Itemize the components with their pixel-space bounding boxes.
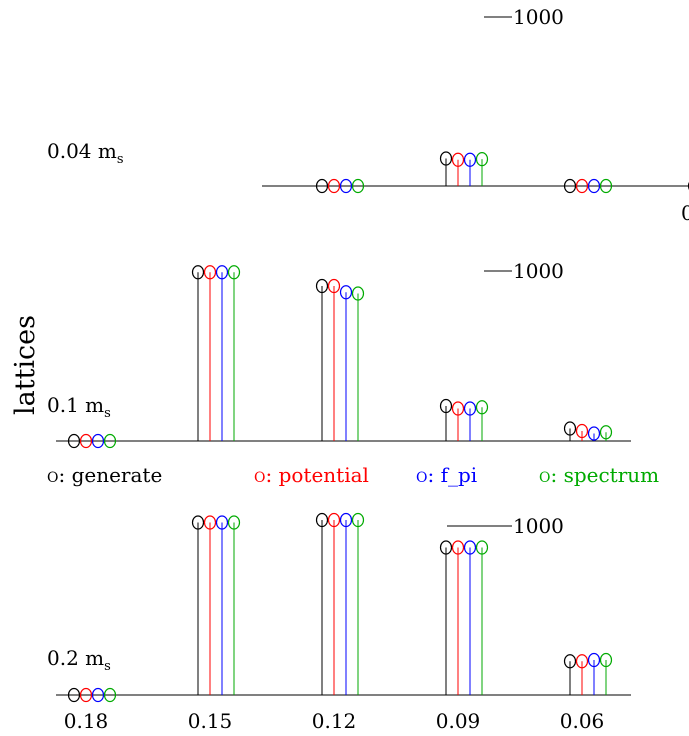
marker-spectrum-panel0-pt2 bbox=[599, 178, 613, 194]
marker-f_pi-panel1-pt1 bbox=[215, 265, 229, 280]
marker-generate-panel0-pt2 bbox=[563, 178, 577, 194]
marker-potential-panel0-pt0 bbox=[327, 178, 341, 194]
marker-f_pi-panel2-pt3 bbox=[463, 540, 477, 555]
legend-entry-generate: O: generate bbox=[47, 463, 162, 487]
marker-potential-panel1-pt1 bbox=[203, 265, 217, 280]
marker-spectrum-panel2-pt1 bbox=[227, 515, 241, 530]
marker-potential-panel1-pt0 bbox=[79, 433, 93, 449]
marker-f_pi-panel2-pt2 bbox=[339, 512, 353, 528]
marker-f_pi-panel2-pt4 bbox=[587, 652, 601, 668]
x-tick-label-3: 0.09 bbox=[436, 709, 481, 733]
marker-generate-panel1-pt4 bbox=[563, 421, 577, 436]
y-axis-label: lattices bbox=[10, 315, 41, 415]
marker-generate-panel1-pt0 bbox=[67, 433, 81, 449]
marker-potential-panel1-pt4 bbox=[575, 423, 589, 439]
x-tick-label-0: 0.18 bbox=[64, 709, 109, 733]
marker-spectrum-panel1-pt4 bbox=[599, 425, 613, 440]
marker-potential-panel2-pt1 bbox=[203, 515, 217, 530]
marker-potential-panel2-pt2 bbox=[327, 512, 341, 528]
marker-f_pi-panel1-pt2 bbox=[339, 285, 353, 300]
marker-potential-panel2-pt3 bbox=[451, 540, 465, 555]
marker-generate-panel1-pt3 bbox=[439, 398, 453, 414]
marker-potential-panel2-pt4 bbox=[575, 654, 589, 669]
marker-generate-panel2-pt2 bbox=[315, 512, 329, 528]
marker-generate-panel2-pt4 bbox=[563, 654, 577, 669]
marker-f_pi-panel0-pt1 bbox=[463, 152, 477, 167]
marker-potential-panel2-pt0 bbox=[79, 687, 93, 703]
marker-spectrum-panel2-pt4 bbox=[599, 652, 613, 668]
panel-0-scale-bar-label: 1000 bbox=[513, 5, 564, 29]
marker-potential-panel0-pt1 bbox=[451, 152, 465, 167]
marker-spectrum-panel1-pt3 bbox=[475, 400, 489, 415]
marker-generate-panel2-pt3 bbox=[439, 540, 453, 555]
x-tick-label-2: 0.12 bbox=[312, 709, 357, 733]
panel-2-scale-bar-label: 1000 bbox=[513, 514, 564, 538]
legend-entry-f_pi: O: f_pi bbox=[416, 463, 477, 487]
marker-spectrum-panel0-pt1 bbox=[475, 152, 489, 167]
marker-f_pi-panel1-pt3 bbox=[463, 401, 477, 416]
panel-1-scale-bar-label: 1000 bbox=[513, 259, 564, 283]
marker-spectrum-panel2-pt2 bbox=[351, 512, 365, 528]
marker-f_pi-panel1-pt0 bbox=[91, 433, 105, 449]
x-tick-label-4: 0.06 bbox=[560, 709, 605, 733]
legend-entry-potential: O: potential bbox=[254, 463, 369, 487]
marker-spectrum-panel2-pt0 bbox=[103, 687, 117, 703]
marker-generate-panel2-pt0 bbox=[67, 687, 81, 703]
marker-generate-panel0-pt0 bbox=[315, 178, 329, 194]
panel-0-label: 0.04 ms bbox=[47, 139, 124, 167]
panel-2-label: 0.2 ms bbox=[47, 646, 111, 674]
marker-f_pi-panel0-pt2 bbox=[587, 178, 601, 194]
marker-potential-panel1-pt3 bbox=[451, 401, 465, 416]
marker-f_pi-panel2-pt0 bbox=[91, 687, 105, 703]
marker-potential-panel1-pt2 bbox=[327, 278, 341, 294]
marker-generate-panel1-pt1 bbox=[191, 265, 205, 280]
marker-spectrum-panel1-pt2 bbox=[351, 286, 365, 301]
marker-generate-panel1-pt2 bbox=[315, 278, 329, 294]
marker-f_pi-panel2-pt1 bbox=[215, 515, 229, 530]
marker-generate-panel2-pt1 bbox=[191, 515, 205, 530]
legend-entry-spectrum: O: spectrum bbox=[539, 463, 659, 487]
x-tick-label-1: 0.15 bbox=[188, 709, 233, 733]
marker-spectrum-panel2-pt3 bbox=[475, 540, 489, 555]
panel-1-label: 0.1 ms bbox=[47, 393, 111, 421]
marker-potential-panel0-pt2 bbox=[575, 178, 589, 194]
marker-spectrum-panel0-pt0 bbox=[351, 178, 365, 194]
marker-f_pi-panel0-pt0 bbox=[339, 178, 353, 194]
panel-0-clipped-tick-label: 0 bbox=[681, 201, 689, 225]
marker-spectrum-panel1-pt0 bbox=[103, 433, 117, 449]
marker-generate-panel0-pt1 bbox=[439, 151, 453, 166]
marker-spectrum-panel1-pt1 bbox=[227, 265, 241, 280]
marker-f_pi-panel1-pt4 bbox=[587, 426, 601, 441]
